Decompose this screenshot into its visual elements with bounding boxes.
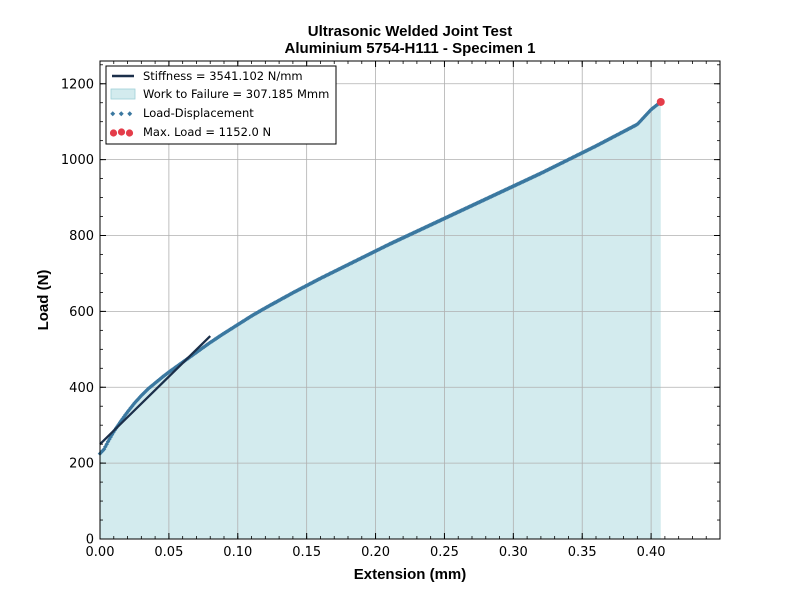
x-tick-label: 0.15: [292, 545, 321, 560]
x-tick-label: 0.35: [568, 545, 597, 560]
max-load-layer: [656, 97, 665, 106]
stiffness-layer: [99, 335, 212, 445]
x-tick-label: 0.20: [361, 545, 390, 560]
x-tick-label: 0.00: [86, 545, 115, 560]
y-tick-label: 600: [69, 305, 94, 320]
x-tick-label: 0.05: [154, 545, 183, 560]
x-tick-label: 0.30: [499, 545, 528, 560]
x-tick-label: 0.40: [637, 545, 666, 560]
chart-subtitle: Aluminium 5754-H111 - Specimen 1: [285, 40, 536, 57]
legend-work-label: Work to Failure = 307.185 Mmm: [143, 87, 329, 101]
y-tick-label: 0: [86, 533, 94, 548]
y-tick-labels: 0 200 400 600 800 1000 1200: [61, 77, 94, 547]
chart-title: Ultrasonic Welded Joint Test: [308, 23, 512, 40]
plot-area: [97, 60, 721, 540]
tick-layer: [99, 61, 721, 540]
legend-stiffness-label: Stiffness = 3541.102 N/mm: [143, 69, 303, 83]
x-axis-label: Extension (mm): [354, 566, 467, 583]
y-tick-label: 1200: [61, 77, 94, 92]
legend-data-label: Load-Displacement: [143, 106, 254, 120]
y-tick-label: 200: [69, 457, 94, 472]
y-tick-label: 400: [69, 381, 94, 396]
work-to-failure-area-layer: [100, 101, 661, 539]
legend: Stiffness = 3541.102 N/mm Work to Failur…: [105, 65, 337, 145]
legend-max-swatch: [109, 128, 134, 137]
y-tick-label: 1000: [61, 153, 94, 168]
x-tick-label: 0.10: [223, 545, 252, 560]
work-to-failure-area: [100, 101, 661, 539]
stiffness-line: [99, 335, 212, 445]
legend-work-swatch: [110, 88, 136, 100]
legend-box: [105, 65, 337, 145]
plot-frame: [99, 60, 721, 540]
legend-data-swatch: [110, 111, 133, 117]
y-tick-label: 800: [69, 229, 94, 244]
x-tick-label: 0.25: [430, 545, 459, 560]
legend-max-label: Max. Load = 1152.0 N: [143, 125, 271, 139]
y-axis-label: Load (N): [35, 270, 52, 331]
x-tick-labels: 0.00 0.05 0.10 0.15 0.20 0.25 0.30 0.35 0.40: [86, 545, 666, 560]
max-load-point: [656, 97, 665, 106]
